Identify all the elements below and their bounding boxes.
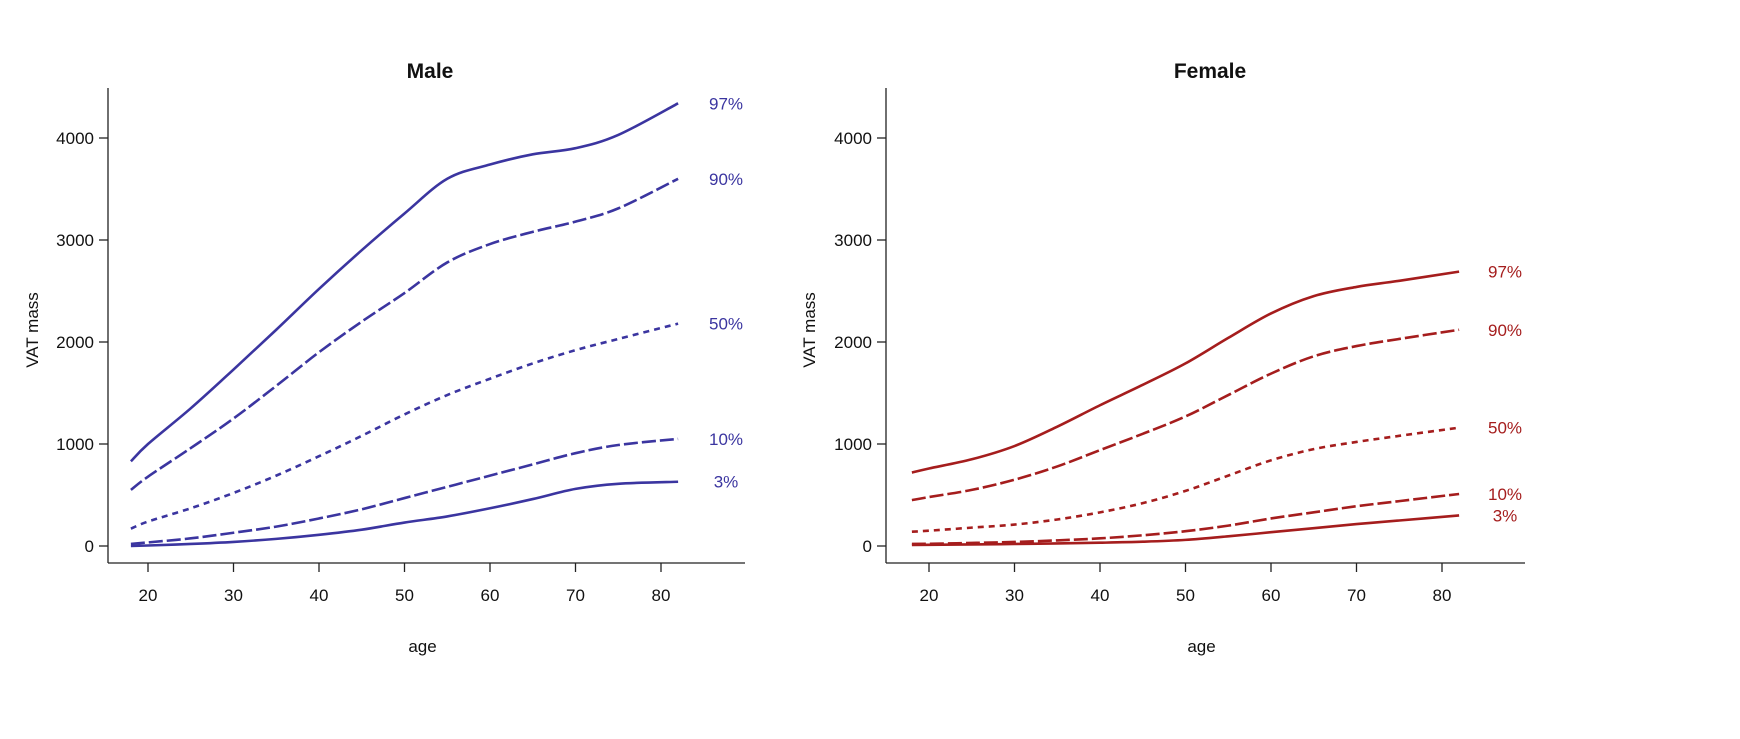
series-label: 97% <box>1488 263 1522 282</box>
y-tick-label: 3000 <box>834 231 872 250</box>
x-axis-label: age <box>1187 637 1215 656</box>
series-line-97pct <box>129 102 679 463</box>
panel-male: Male 0 1000 2000 3000 4000 20 30 40 50 60 70 80 age VA… <box>23 60 745 656</box>
y-tick-label: 1000 <box>834 435 872 454</box>
series-label: 10% <box>1488 485 1522 504</box>
series-label: 90% <box>1488 321 1522 340</box>
y-tick-label: 4000 <box>834 129 872 148</box>
x-tick-label: 20 <box>139 586 158 605</box>
series-label: 3% <box>1493 506 1518 525</box>
series-line-10pct <box>911 492 1460 546</box>
x-tick-label: 60 <box>481 586 500 605</box>
x-tick-label: 50 <box>395 586 414 605</box>
series-line-50pct <box>130 322 679 530</box>
series-line-10pct <box>130 437 679 546</box>
y-tick-label: 2000 <box>56 333 94 352</box>
y-tick-label: 1000 <box>56 435 94 454</box>
x-tick-label: 40 <box>1091 586 1110 605</box>
series-line-97pct <box>911 270 1460 474</box>
series-line-3pct <box>911 514 1460 547</box>
series-label: 50% <box>709 315 743 334</box>
x-tick-label: 60 <box>1262 586 1281 605</box>
panel-female: Female 0 1000 2000 3000 4000 20 30 40 50 60 70 80 age… <box>800 60 1525 656</box>
x-tick-label: 70 <box>566 586 585 605</box>
series-line-90pct <box>130 177 679 491</box>
x-tick-label: 50 <box>1176 586 1195 605</box>
x-tick-label: 30 <box>1005 586 1024 605</box>
series-label: 97% <box>709 94 743 113</box>
y-tick-label: 4000 <box>56 129 94 148</box>
y-axis-label: VAT mass <box>23 292 42 368</box>
series-line-50pct <box>911 426 1460 534</box>
y-tick-label: 3000 <box>56 231 94 250</box>
x-tick-label: 20 <box>920 586 939 605</box>
x-tick-label: 40 <box>310 586 329 605</box>
y-tick-label: 0 <box>85 537 94 556</box>
chart-title: Female <box>1174 60 1246 83</box>
y-tick-label: 2000 <box>834 333 872 352</box>
x-tick-label: 30 <box>224 586 243 605</box>
series-line-3pct <box>130 480 679 548</box>
y-tick-label: 0 <box>863 537 872 556</box>
series-label: 10% <box>709 430 743 449</box>
x-tick-label: 70 <box>1347 586 1366 605</box>
x-tick-label: 80 <box>652 586 671 605</box>
chart-title: Male <box>407 60 454 83</box>
series-label: 50% <box>1488 419 1522 438</box>
series-label: 90% <box>709 170 743 189</box>
x-axis-label: age <box>408 637 436 656</box>
y-axis-label: VAT mass <box>800 292 819 368</box>
series-label: 3% <box>714 473 739 492</box>
series-line-90pct <box>911 328 1460 502</box>
x-tick-label: 80 <box>1433 586 1452 605</box>
